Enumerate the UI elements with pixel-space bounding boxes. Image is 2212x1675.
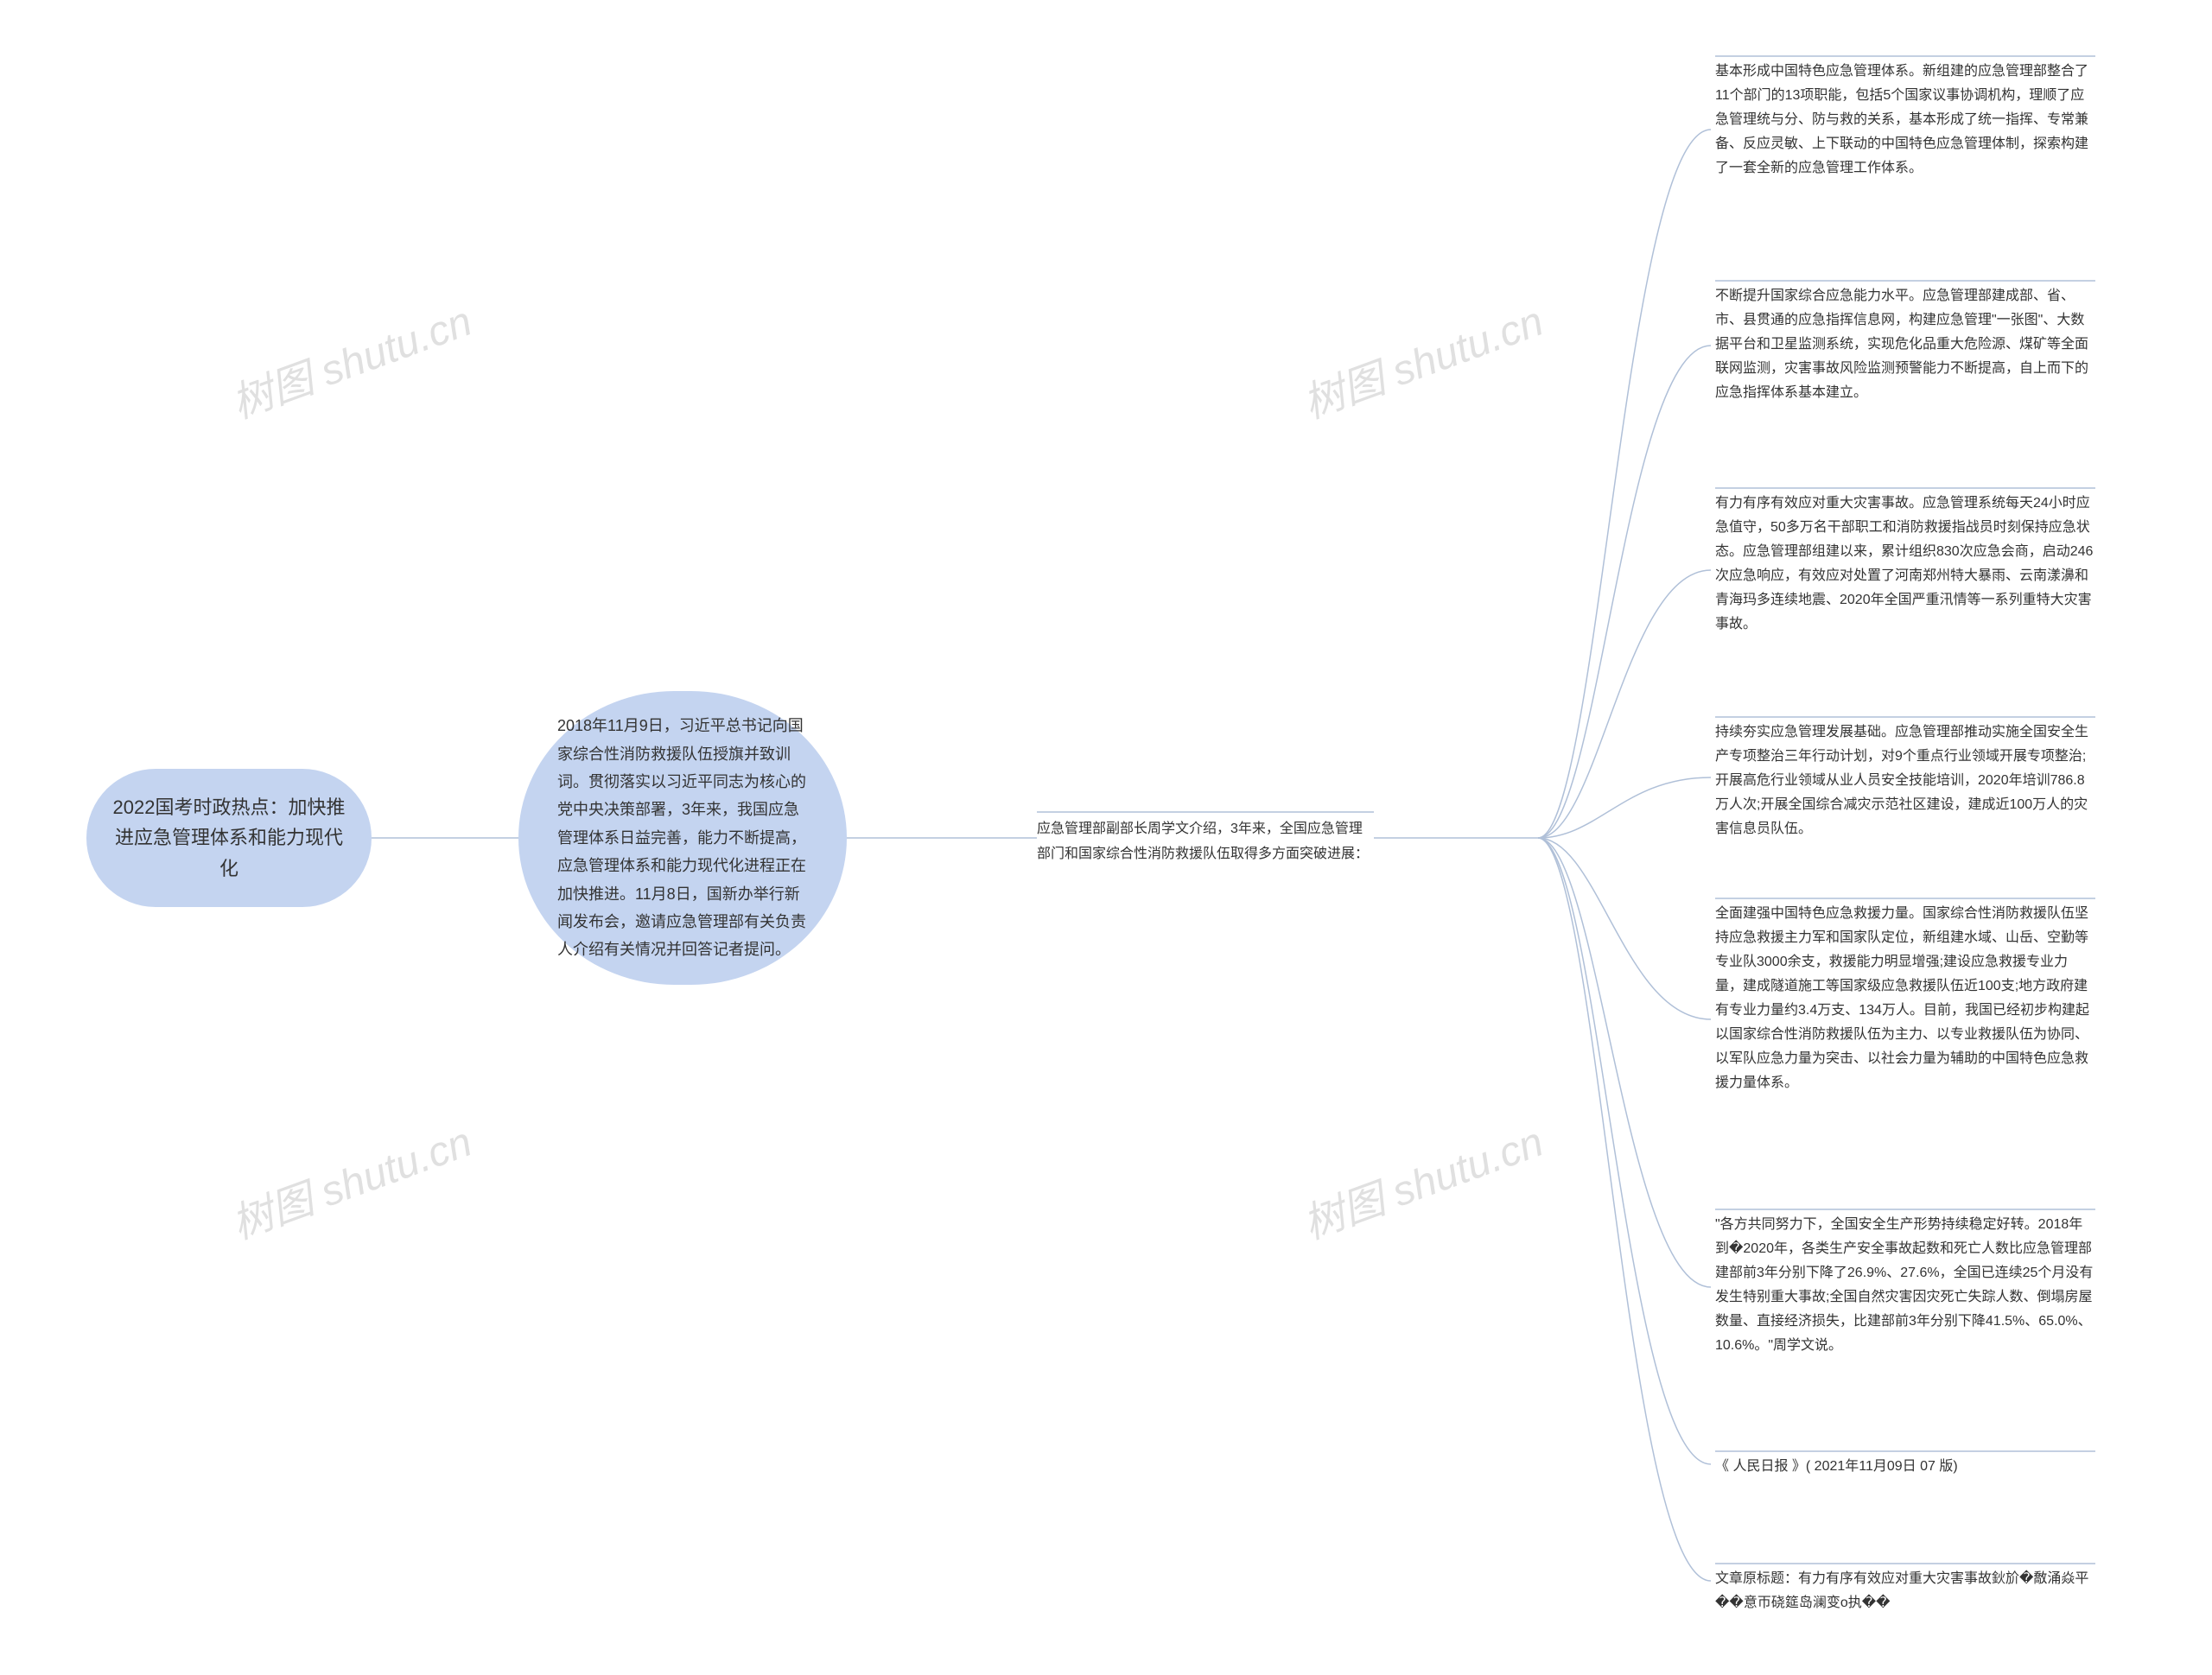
leaf-node-text: "各方共同努力下，全国安全生产形势持续稳定好转。2018年到�2020年，各类生… <box>1715 1217 2093 1353</box>
mindmap-leaf-node[interactable]: 全面建强中国特色应急救援力量。国家综合性消防救援队伍坚持应急救援主力军和国家队定… <box>1715 898 2095 1095</box>
watermark-text: 树图 shutu.cn <box>222 287 479 429</box>
watermark-text: 树图 shutu.cn <box>1294 1107 1550 1250</box>
mindmap-leaf-node[interactable]: 《 人民日报 》( 2021年11月09日 07 版) <box>1715 1451 2095 1479</box>
mindmap-leaf-node[interactable]: 持续夯实应急管理发展基础。应急管理部推动实施全国安全生产专项整治三年行动计划，对… <box>1715 717 2095 841</box>
leaf-node-text: 不断提升国家综合应急能力水平。应急管理部建成部、省、市、县贯通的应急指挥信息网，… <box>1715 289 2088 400</box>
level3-node-text: 应急管理部副部长周学文介绍，3年来，全国应急管理部门和国家综合性消防救援队伍取得… <box>1037 822 1369 861</box>
root-node-text: 2022国考时政热点：加快推进应急管理体系和能力现代化 <box>112 792 346 884</box>
leaf-node-text: 文章原标题：有力有序有效应对重大灾害事故鈥斺�敿涌焱平��意帀硗筵岛澜变o执�� <box>1715 1571 2088 1610</box>
leaf-node-text: 基本形成中国特色应急管理体系。新组建的应急管理部整合了11个部门的13项职能，包… <box>1715 64 2088 175</box>
mindmap-level3-node[interactable]: 应急管理部副部长周学文介绍，3年来，全国应急管理部门和国家综合性消防救援队伍取得… <box>1037 812 1374 867</box>
leaf-node-text: 持续夯实应急管理发展基础。应急管理部推动实施全国安全生产专项整治三年行动计划，对… <box>1715 725 2088 836</box>
leaf-node-text: 《 人民日报 》( 2021年11月09日 07 版) <box>1715 1459 1958 1474</box>
mindmap-leaf-node[interactable]: "各方共同努力下，全国安全生产形势持续稳定好转。2018年到�2020年，各类生… <box>1715 1209 2095 1358</box>
leaf-node-text: 有力有序有效应对重大灾害事故。应急管理系统每天24小时应急值守，50多万名干部职… <box>1715 496 2093 631</box>
mindmap-leaf-node[interactable]: 不断提升国家综合应急能力水平。应急管理部建成部、省、市、县贯通的应急指挥信息网，… <box>1715 281 2095 405</box>
mindmap-leaf-node[interactable]: 文章原标题：有力有序有效应对重大灾害事故鈥斺�敿涌焱平��意帀硗筵岛澜变o执�� <box>1715 1564 2095 1615</box>
mindmap-root-node[interactable]: 2022国考时政热点：加快推进应急管理体系和能力现代化 <box>86 769 372 907</box>
leaf-node-text: 全面建强中国特色应急救援力量。国家综合性消防救援队伍坚持应急救援主力军和国家队定… <box>1715 906 2089 1090</box>
level2-node-text: 2018年11月9日，习近平总书记向国家综合性消防救援队伍授旗并致训词。贯彻落实… <box>557 712 808 964</box>
mindmap-leaf-node[interactable]: 有力有序有效应对重大灾害事故。应急管理系统每天24小时应急值守，50多万名干部职… <box>1715 488 2095 637</box>
mindmap-leaf-node[interactable]: 基本形成中国特色应急管理体系。新组建的应急管理部整合了11个部门的13项职能，包… <box>1715 56 2095 181</box>
watermark-text: 树图 shutu.cn <box>1294 287 1550 429</box>
mindmap-level2-node[interactable]: 2018年11月9日，习近平总书记向国家综合性消防救援队伍授旗并致训词。贯彻落实… <box>518 691 847 985</box>
watermark-text: 树图 shutu.cn <box>222 1107 479 1250</box>
